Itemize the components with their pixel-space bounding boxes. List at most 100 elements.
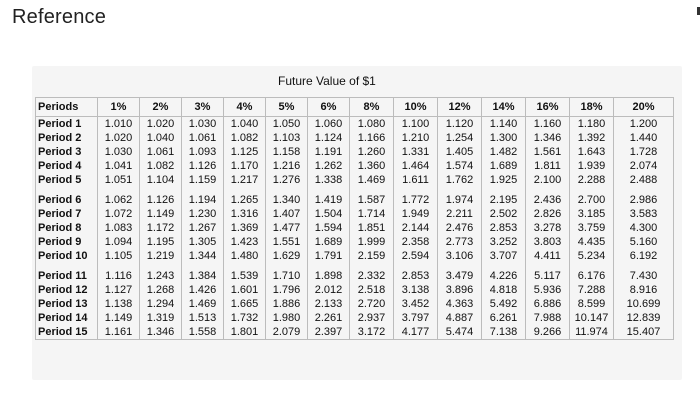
table-cell: 1.051 <box>97 173 140 187</box>
table-cell: 1.161 <box>97 325 140 340</box>
table-cell: 1.898 <box>307 263 350 283</box>
table-cell: 1.464 <box>393 159 438 173</box>
table-cell: 1.925 <box>481 173 526 187</box>
table-cell: 1.426 <box>181 283 224 297</box>
table-cell: 1.762 <box>437 173 482 187</box>
table-cell: 1.219 <box>139 249 182 263</box>
table-cell: 1.105 <box>97 249 140 263</box>
table-cell: 1.482 <box>481 145 526 159</box>
table-cell: 1.346 <box>525 131 570 145</box>
table-cell: 1.100 <box>393 116 438 131</box>
table-cell: 1.539 <box>223 263 266 283</box>
rate-header: 10% <box>393 97 438 117</box>
table-cell: 1.030 <box>97 145 140 159</box>
table-row: Period 12 1.127 1.268 1.426 1.601 1.796 2.012 2… <box>35 283 674 297</box>
table-cell: 1.974 <box>437 187 482 207</box>
table-row: Period 13 1.138 1.294 1.469 1.665 1.886 2.133 2… <box>35 297 674 311</box>
table-cell: 2.986 <box>613 187 674 207</box>
table-cell: 1.369 <box>223 221 266 235</box>
table-cell: 1.116 <box>97 263 140 283</box>
table-cell: 1.094 <box>97 235 140 249</box>
table-cell: 1.180 <box>569 116 614 131</box>
table-cell: 1.558 <box>181 325 224 340</box>
table-cell: 1.710 <box>265 263 308 283</box>
table-row: Period 15 1.161 1.346 1.558 1.801 2.079 2.397 3… <box>35 325 674 340</box>
table-cell: 10.147 <box>569 311 614 325</box>
table-cell: 2.720 <box>349 297 394 311</box>
table-cell: 1.166 <box>349 131 394 145</box>
table-cell: 5.474 <box>437 325 482 340</box>
table-cell: 1.791 <box>307 249 350 263</box>
table-cell: 1.127 <box>97 283 140 297</box>
table-cell: 1.384 <box>181 263 224 283</box>
table-cell: 2.853 <box>393 263 438 283</box>
rate-header: 1% <box>97 97 140 117</box>
table-cell: 1.149 <box>97 311 140 325</box>
table-cell: 1.665 <box>223 297 266 311</box>
table-cell: 1.126 <box>139 187 182 207</box>
table-cell: 6.261 <box>481 311 526 325</box>
rate-header: 14% <box>481 97 526 117</box>
table-cell: 2.488 <box>613 173 674 187</box>
period-label: Period 11 <box>35 263 98 283</box>
table-cell: 3.172 <box>349 325 394 340</box>
table-cell: 1.331 <box>393 145 438 159</box>
table-cell: 2.502 <box>481 207 526 221</box>
table-cell: 6.176 <box>569 263 614 283</box>
rate-header: 3% <box>181 97 224 117</box>
table-cell: 8.599 <box>569 297 614 311</box>
table-cell: 8.916 <box>613 283 674 297</box>
table-cell: 2.211 <box>437 207 482 221</box>
table-cell: 1.346 <box>139 325 182 340</box>
table-cell: 1.561 <box>525 145 570 159</box>
table-cell: 1.480 <box>223 249 266 263</box>
table-cell: 1.062 <box>97 187 140 207</box>
table-row: Period 2 1.020 1.040 1.061 1.082 1.103 1.124 1.… <box>35 131 674 145</box>
table-cell: 3.797 <box>393 311 438 325</box>
table-cell: 1.160 <box>525 116 570 131</box>
rate-header: 5% <box>265 97 308 117</box>
table-cell: 1.262 <box>307 159 350 173</box>
rate-header: 2% <box>139 97 182 117</box>
table-cell: 3.452 <box>393 297 438 311</box>
table-cell: 6.192 <box>613 249 674 263</box>
table-row: Period 7 1.072 1.149 1.230 1.316 1.407 1.504 1.… <box>35 207 674 221</box>
table-cell: 1.120 <box>437 116 482 131</box>
table-cell: 2.261 <box>307 311 350 325</box>
table-row: Period 8 1.083 1.172 1.267 1.369 1.477 1.594 1.… <box>35 221 674 235</box>
table-cell: 10.699 <box>613 297 674 311</box>
table-cell: 5.234 <box>569 249 614 263</box>
table-cell: 7.288 <box>569 283 614 297</box>
table-cell: 1.020 <box>139 116 182 131</box>
table-cell: 1.103 <box>265 131 308 145</box>
table-cell: 3.252 <box>481 235 526 249</box>
periods-header: Periods <box>35 97 98 117</box>
table-cell: 2.397 <box>307 325 350 340</box>
table-cell: 4.177 <box>393 325 438 340</box>
table-cell: 5.936 <box>525 283 570 297</box>
table-cell: 1.469 <box>349 173 394 187</box>
table-title: Future Value of $1 <box>278 74 376 88</box>
period-label: Period 5 <box>35 173 98 187</box>
table-cell: 1.216 <box>265 159 308 173</box>
table-cell: 7.138 <box>481 325 526 340</box>
table-cell: 3.583 <box>613 207 674 221</box>
table-cell: 1.276 <box>265 173 308 187</box>
table-cell: 1.104 <box>139 173 182 187</box>
table-cell: 1.294 <box>139 297 182 311</box>
period-label: Period 12 <box>35 283 98 297</box>
table-cell: 1.732 <box>223 311 266 325</box>
table-cell: 2.700 <box>569 187 614 207</box>
table-cell: 1.338 <box>307 173 350 187</box>
table-cell: 1.360 <box>349 159 394 173</box>
table-cell: 1.611 <box>393 173 438 187</box>
table-cell: 1.886 <box>265 297 308 311</box>
table-cell: 1.191 <box>307 145 350 159</box>
table-row: Period 4 1.041 1.082 1.126 1.170 1.216 1.262 1.… <box>35 159 674 173</box>
table-cell: 1.601 <box>223 283 266 297</box>
table-cell: 1.300 <box>481 131 526 145</box>
period-label: Period 7 <box>35 207 98 221</box>
table-cell: 1.551 <box>265 235 308 249</box>
table-cell: 2.773 <box>437 235 482 249</box>
table-cell: 1.010 <box>97 116 140 131</box>
